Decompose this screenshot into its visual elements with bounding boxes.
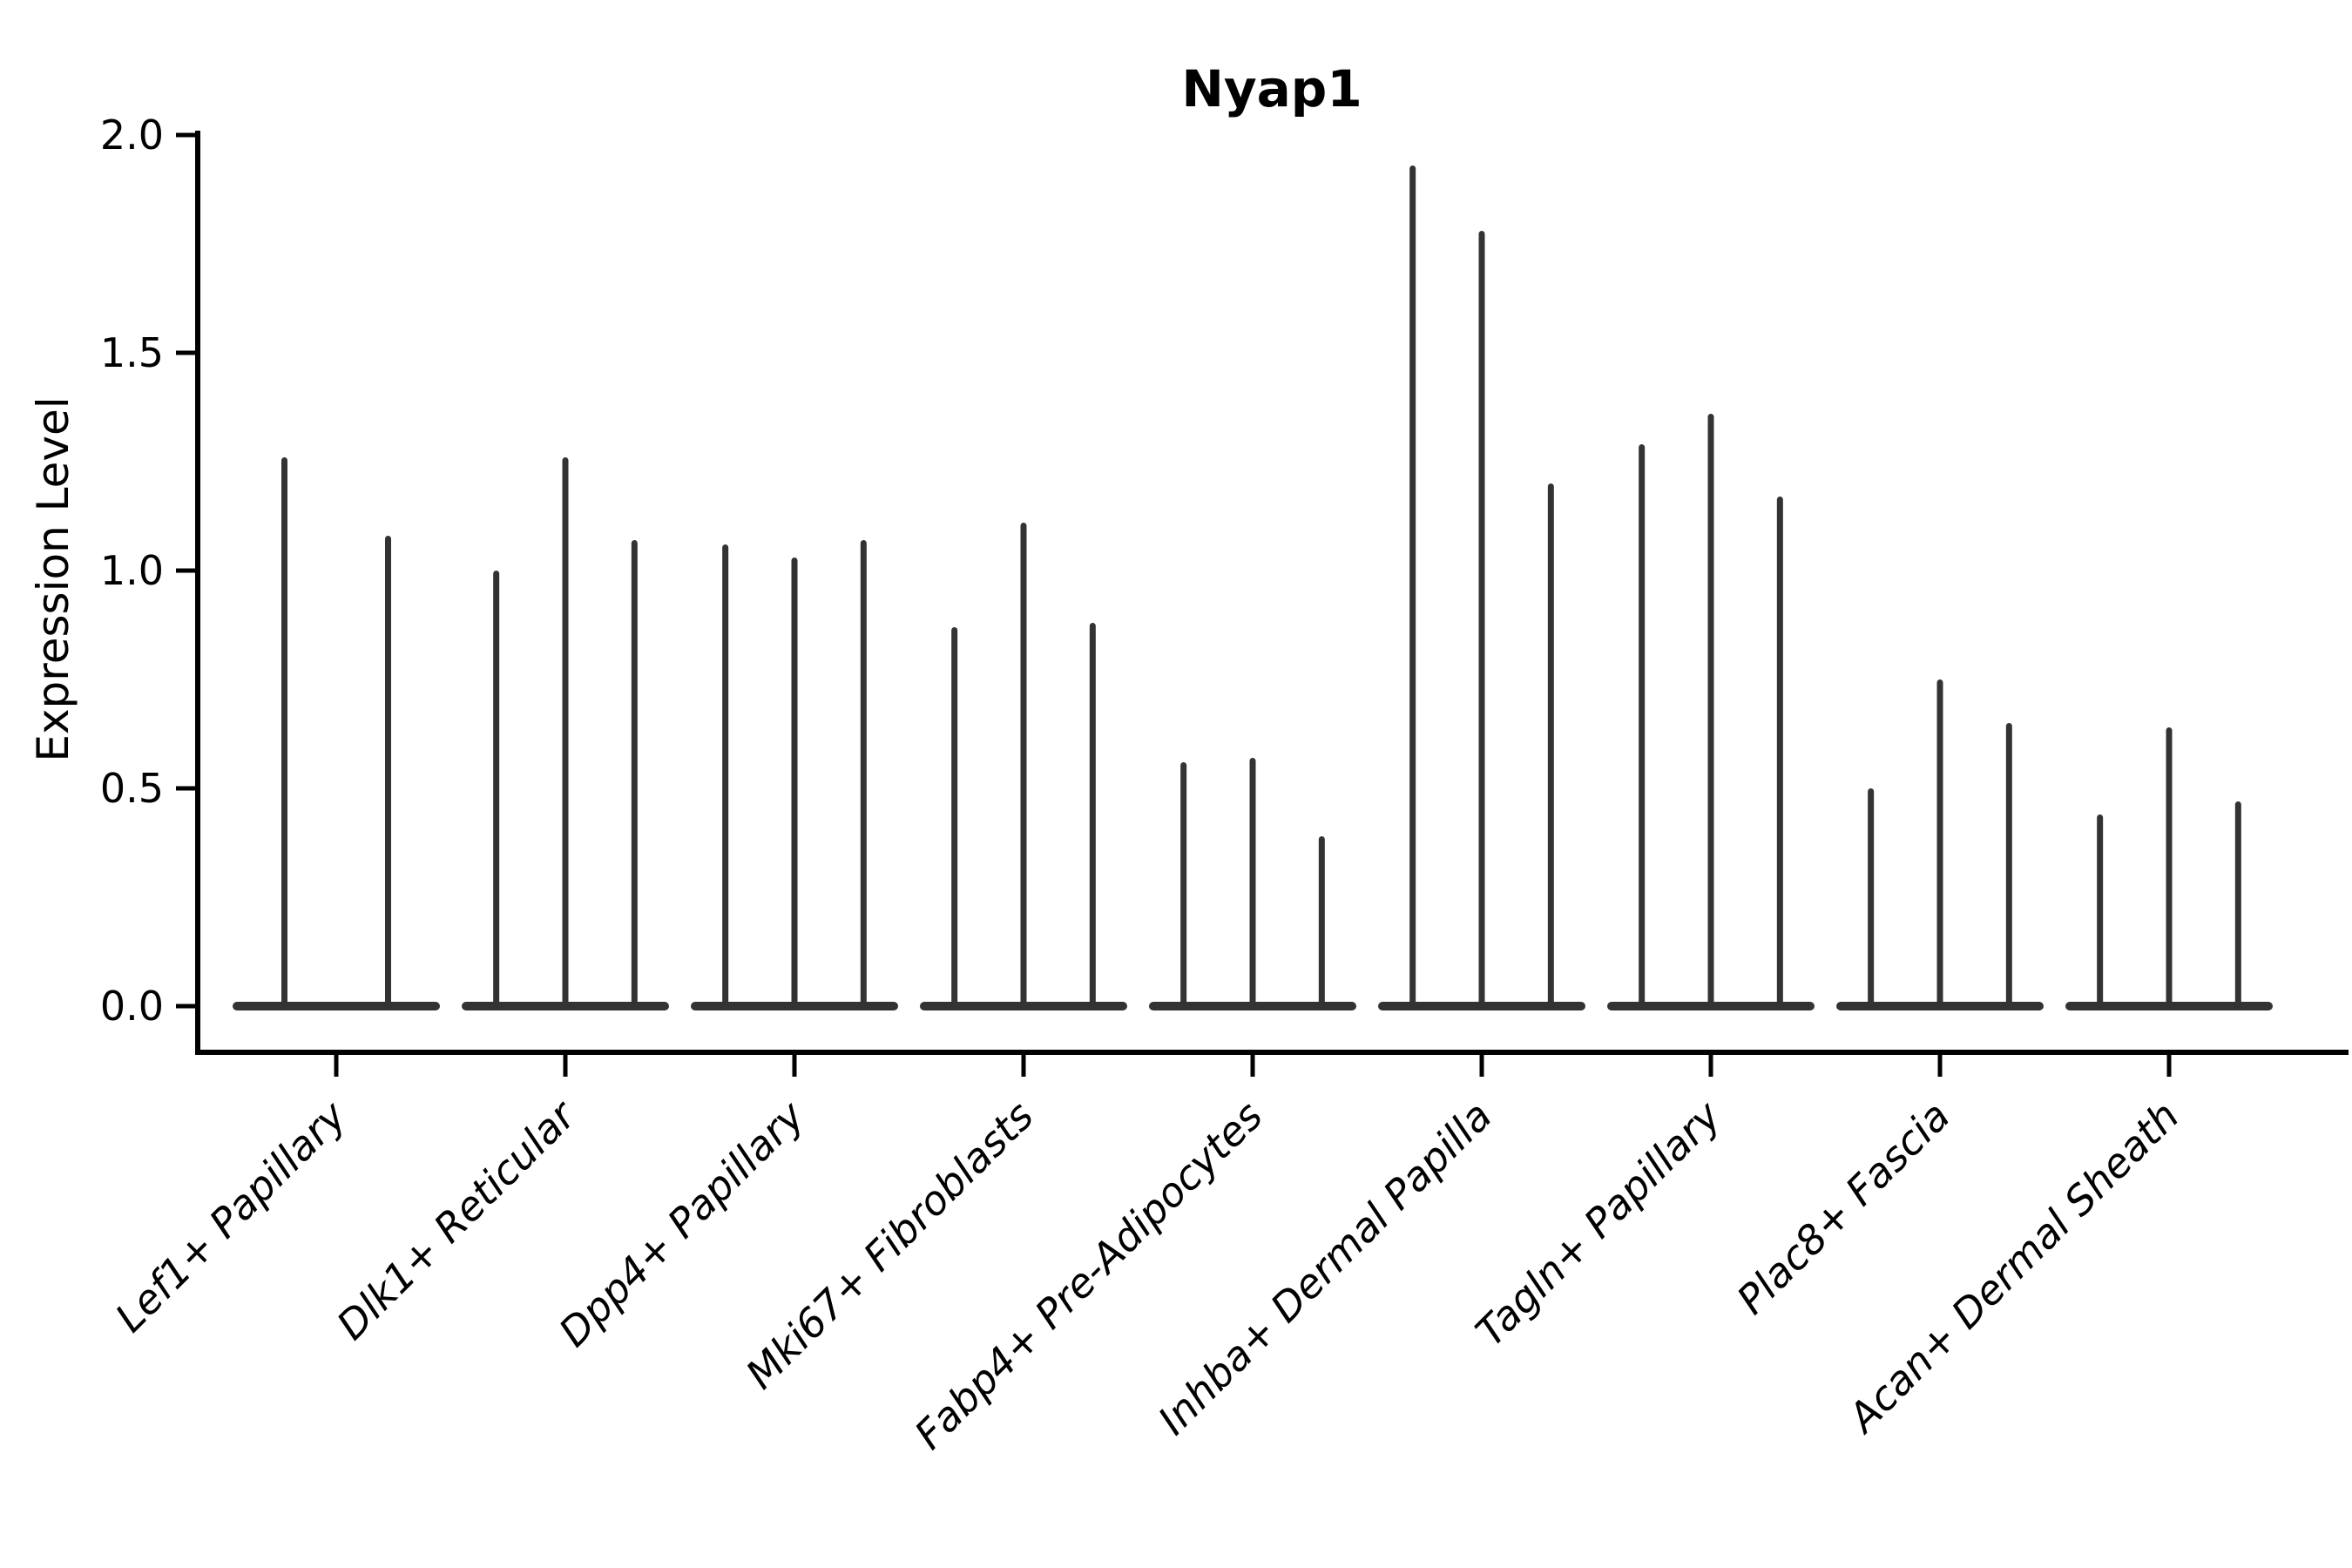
violin-group	[691, 540, 898, 1010]
violin-spike	[385, 536, 391, 1008]
violin-spike	[1936, 679, 1943, 1008]
chart-title: Nyap1	[1181, 59, 1362, 118]
violin-spike	[1318, 836, 1325, 1008]
violin-body-baseline	[233, 1002, 440, 1010]
violin-spike	[1249, 758, 1256, 1008]
violin-group	[1607, 414, 1815, 1010]
violin-spike	[1409, 166, 1416, 1008]
violin-spike	[1707, 414, 1714, 1008]
violin-spike	[281, 457, 287, 1008]
violin-group	[1378, 166, 1585, 1010]
violin-spike	[791, 558, 798, 1008]
y-tick-label: 0.5	[100, 765, 164, 812]
violin-spike	[1776, 497, 1783, 1008]
violin-spike	[951, 627, 958, 1008]
violin-group	[1149, 758, 1356, 1010]
y-tick-label: 1.0	[100, 547, 164, 594]
y-tick-label: 2.0	[100, 112, 164, 159]
violin-spike	[1020, 523, 1027, 1008]
violin-spike	[1478, 231, 1485, 1008]
violin-group	[1836, 679, 2044, 1010]
violin-spike	[1180, 762, 1187, 1008]
violin-group	[920, 523, 1127, 1010]
y-axis-label: Expression Level	[28, 396, 78, 761]
violin-spike	[2234, 801, 2241, 1008]
violin-spike	[1089, 623, 1096, 1008]
violin-spike	[562, 457, 569, 1008]
y-tick-label: 0.0	[100, 983, 164, 1030]
violin-spike	[1639, 444, 1646, 1008]
violin-spike	[631, 540, 638, 1008]
y-axis: 0.0 0.5 1.0 1.5 2.0	[100, 112, 200, 1055]
violin-spike	[722, 544, 729, 1008]
violins-layer	[233, 166, 2273, 1010]
y-tick-label: 1.5	[100, 329, 164, 376]
violin-group	[462, 457, 669, 1010]
violin-spike	[860, 540, 867, 1008]
violin-spike	[2097, 814, 2104, 1008]
violin-spike	[2166, 727, 2173, 1008]
violin-spike	[1547, 483, 1554, 1008]
violin-spike	[2005, 723, 2012, 1008]
violin-spike	[1868, 788, 1875, 1008]
violin-group	[2065, 727, 2273, 1010]
violin-group	[233, 457, 440, 1010]
violin-spike	[493, 571, 500, 1008]
